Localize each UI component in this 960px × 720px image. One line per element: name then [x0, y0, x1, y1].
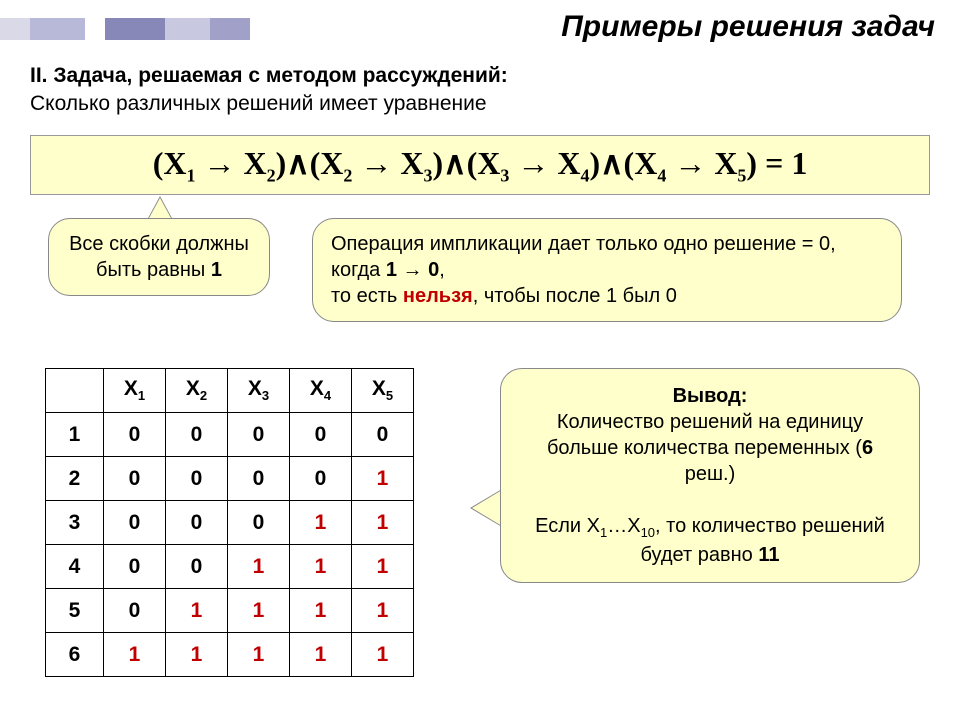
table-cell: 1	[290, 633, 352, 677]
table-cell: 0	[104, 501, 166, 545]
table-cell: 1	[228, 545, 290, 589]
table-cell: 1	[352, 501, 414, 545]
table-row: 611111	[46, 633, 414, 677]
table-cell: 0	[228, 413, 290, 457]
table-cell: 1	[290, 545, 352, 589]
table-row: 400111	[46, 545, 414, 589]
table-cell: 1	[352, 457, 414, 501]
table-cell: 0	[166, 413, 228, 457]
table-cell: 0	[228, 457, 290, 501]
table-cell: 1	[228, 589, 290, 633]
statement-line1: II. Задача, решаемая с методом рассужден…	[30, 64, 508, 87]
table-header-cell: X4	[290, 369, 352, 413]
table-header-cell: X5	[352, 369, 414, 413]
row-number: 3	[46, 501, 104, 545]
table-row: 501111	[46, 589, 414, 633]
table-row: 200001	[46, 457, 414, 501]
table-row: 100000	[46, 413, 414, 457]
table-cell: 1	[228, 633, 290, 677]
table-cell: 0	[166, 545, 228, 589]
table-cell: 0	[104, 589, 166, 633]
table-cell: 1	[290, 589, 352, 633]
table-header-cell: X3	[228, 369, 290, 413]
table-header-row: X1X2X3X4X5	[46, 369, 414, 413]
table-header-cell: X2	[166, 369, 228, 413]
table-cell: 0	[352, 413, 414, 457]
page-title: Примеры решения задач	[561, 10, 935, 44]
table-cell: 0	[290, 413, 352, 457]
truth-table: X1X2X3X4X5 10000020000130001140011150111…	[45, 368, 414, 677]
callout-all-brackets: Все скобки должны быть равны 1	[48, 218, 270, 296]
callout3-arrow	[472, 490, 502, 526]
table-cell: 0	[166, 457, 228, 501]
row-number: 6	[46, 633, 104, 677]
table-cell: 0	[104, 545, 166, 589]
table-cell: 1	[352, 633, 414, 677]
equation-box: (X1 → X2)∧(X2 → X3)∧(X3 → X4)∧(X4 → X5) …	[30, 135, 930, 195]
decorative-band	[0, 18, 250, 40]
table-header-cell	[46, 369, 104, 413]
table-cell: 0	[104, 413, 166, 457]
table-cell: 1	[166, 633, 228, 677]
table-cell: 0	[290, 457, 352, 501]
table-cell: 1	[352, 589, 414, 633]
callout-implication: Операция импликации дает только одно реш…	[312, 218, 902, 322]
table: X1X2X3X4X5 10000020000130001140011150111…	[45, 368, 414, 677]
table-body: 100000200001300011400111501111611111	[46, 413, 414, 677]
callout1-arrow	[148, 198, 172, 220]
problem-statement: II. Задача, решаемая с методом рассужден…	[30, 62, 508, 119]
statement-line2: Сколько различных решений имеет уравнени…	[30, 92, 487, 115]
table-cell: 1	[352, 545, 414, 589]
table-header-cell: X1	[104, 369, 166, 413]
callout-conclusion: Вывод:Количество решений на единицу боль…	[500, 368, 920, 583]
equation-text: (X1 → X2)∧(X2 → X3)∧(X3 → X4)∧(X4 → X5) …	[153, 144, 808, 186]
table-cell: 0	[166, 501, 228, 545]
table-cell: 1	[290, 501, 352, 545]
row-number: 4	[46, 545, 104, 589]
table-cell: 1	[104, 633, 166, 677]
row-number: 1	[46, 413, 104, 457]
table-cell: 1	[166, 589, 228, 633]
table-cell: 0	[228, 501, 290, 545]
table-cell: 0	[104, 457, 166, 501]
table-row: 300011	[46, 501, 414, 545]
row-number: 2	[46, 457, 104, 501]
row-number: 5	[46, 589, 104, 633]
